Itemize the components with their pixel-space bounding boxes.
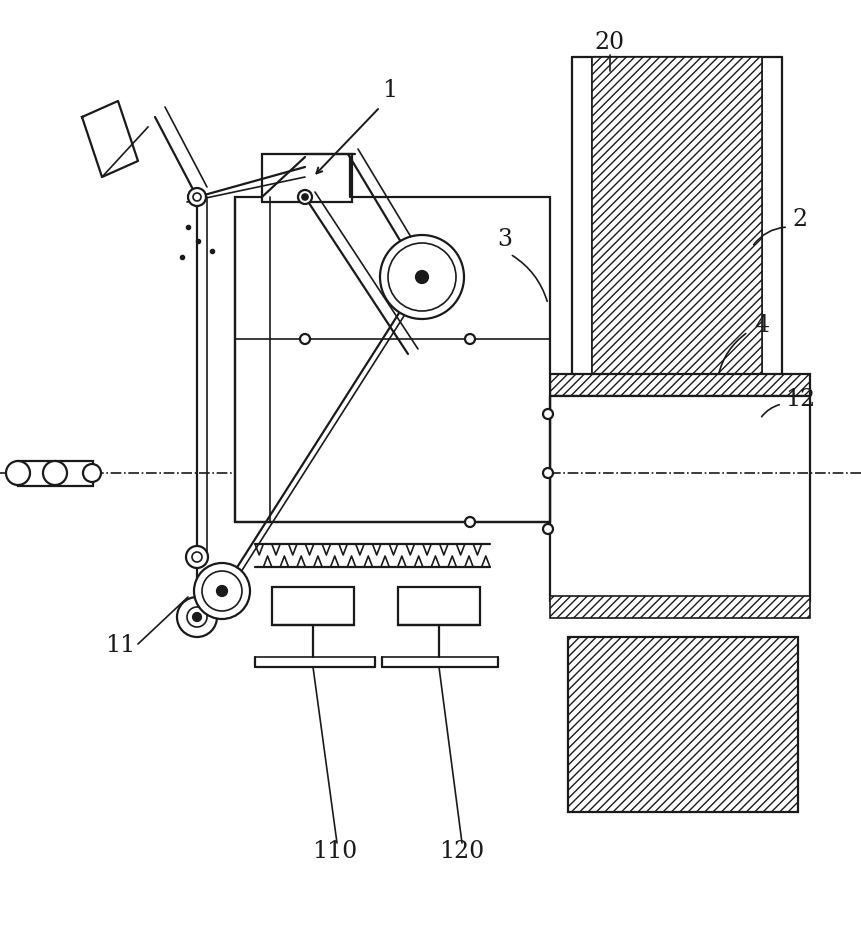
Text: 110: 110 (312, 840, 357, 862)
Circle shape (542, 469, 553, 479)
Circle shape (542, 524, 553, 535)
Circle shape (300, 335, 310, 344)
Circle shape (192, 552, 201, 562)
Bar (272, 587, 354, 625)
Circle shape (387, 244, 455, 312)
Circle shape (188, 188, 206, 207)
Bar (549, 375, 809, 396)
Text: 120: 120 (439, 840, 484, 862)
Text: 3: 3 (497, 228, 512, 251)
Bar (549, 396, 809, 601)
Circle shape (186, 547, 208, 568)
Bar (592, 58, 761, 375)
Bar (235, 198, 549, 522)
Text: 12: 12 (784, 388, 815, 411)
Circle shape (301, 195, 307, 200)
Bar (567, 638, 797, 812)
Circle shape (6, 461, 30, 485)
Text: 1: 1 (382, 78, 397, 101)
Text: 2: 2 (791, 208, 807, 231)
Text: 20: 20 (594, 31, 624, 54)
Circle shape (464, 335, 474, 344)
Circle shape (201, 572, 242, 612)
Circle shape (193, 613, 201, 622)
Circle shape (193, 194, 201, 201)
Circle shape (187, 607, 207, 627)
Circle shape (177, 598, 217, 638)
Circle shape (194, 563, 250, 619)
Circle shape (542, 409, 553, 419)
Circle shape (217, 586, 226, 597)
Circle shape (416, 272, 428, 284)
Text: 4: 4 (753, 313, 769, 336)
Bar (18, 461, 93, 486)
Circle shape (43, 461, 67, 485)
Text: 11: 11 (105, 633, 135, 656)
Bar (262, 155, 351, 203)
Circle shape (380, 236, 463, 319)
Bar (549, 597, 809, 618)
Circle shape (298, 191, 312, 205)
Bar (398, 587, 480, 625)
Circle shape (83, 465, 101, 483)
Circle shape (464, 518, 474, 527)
